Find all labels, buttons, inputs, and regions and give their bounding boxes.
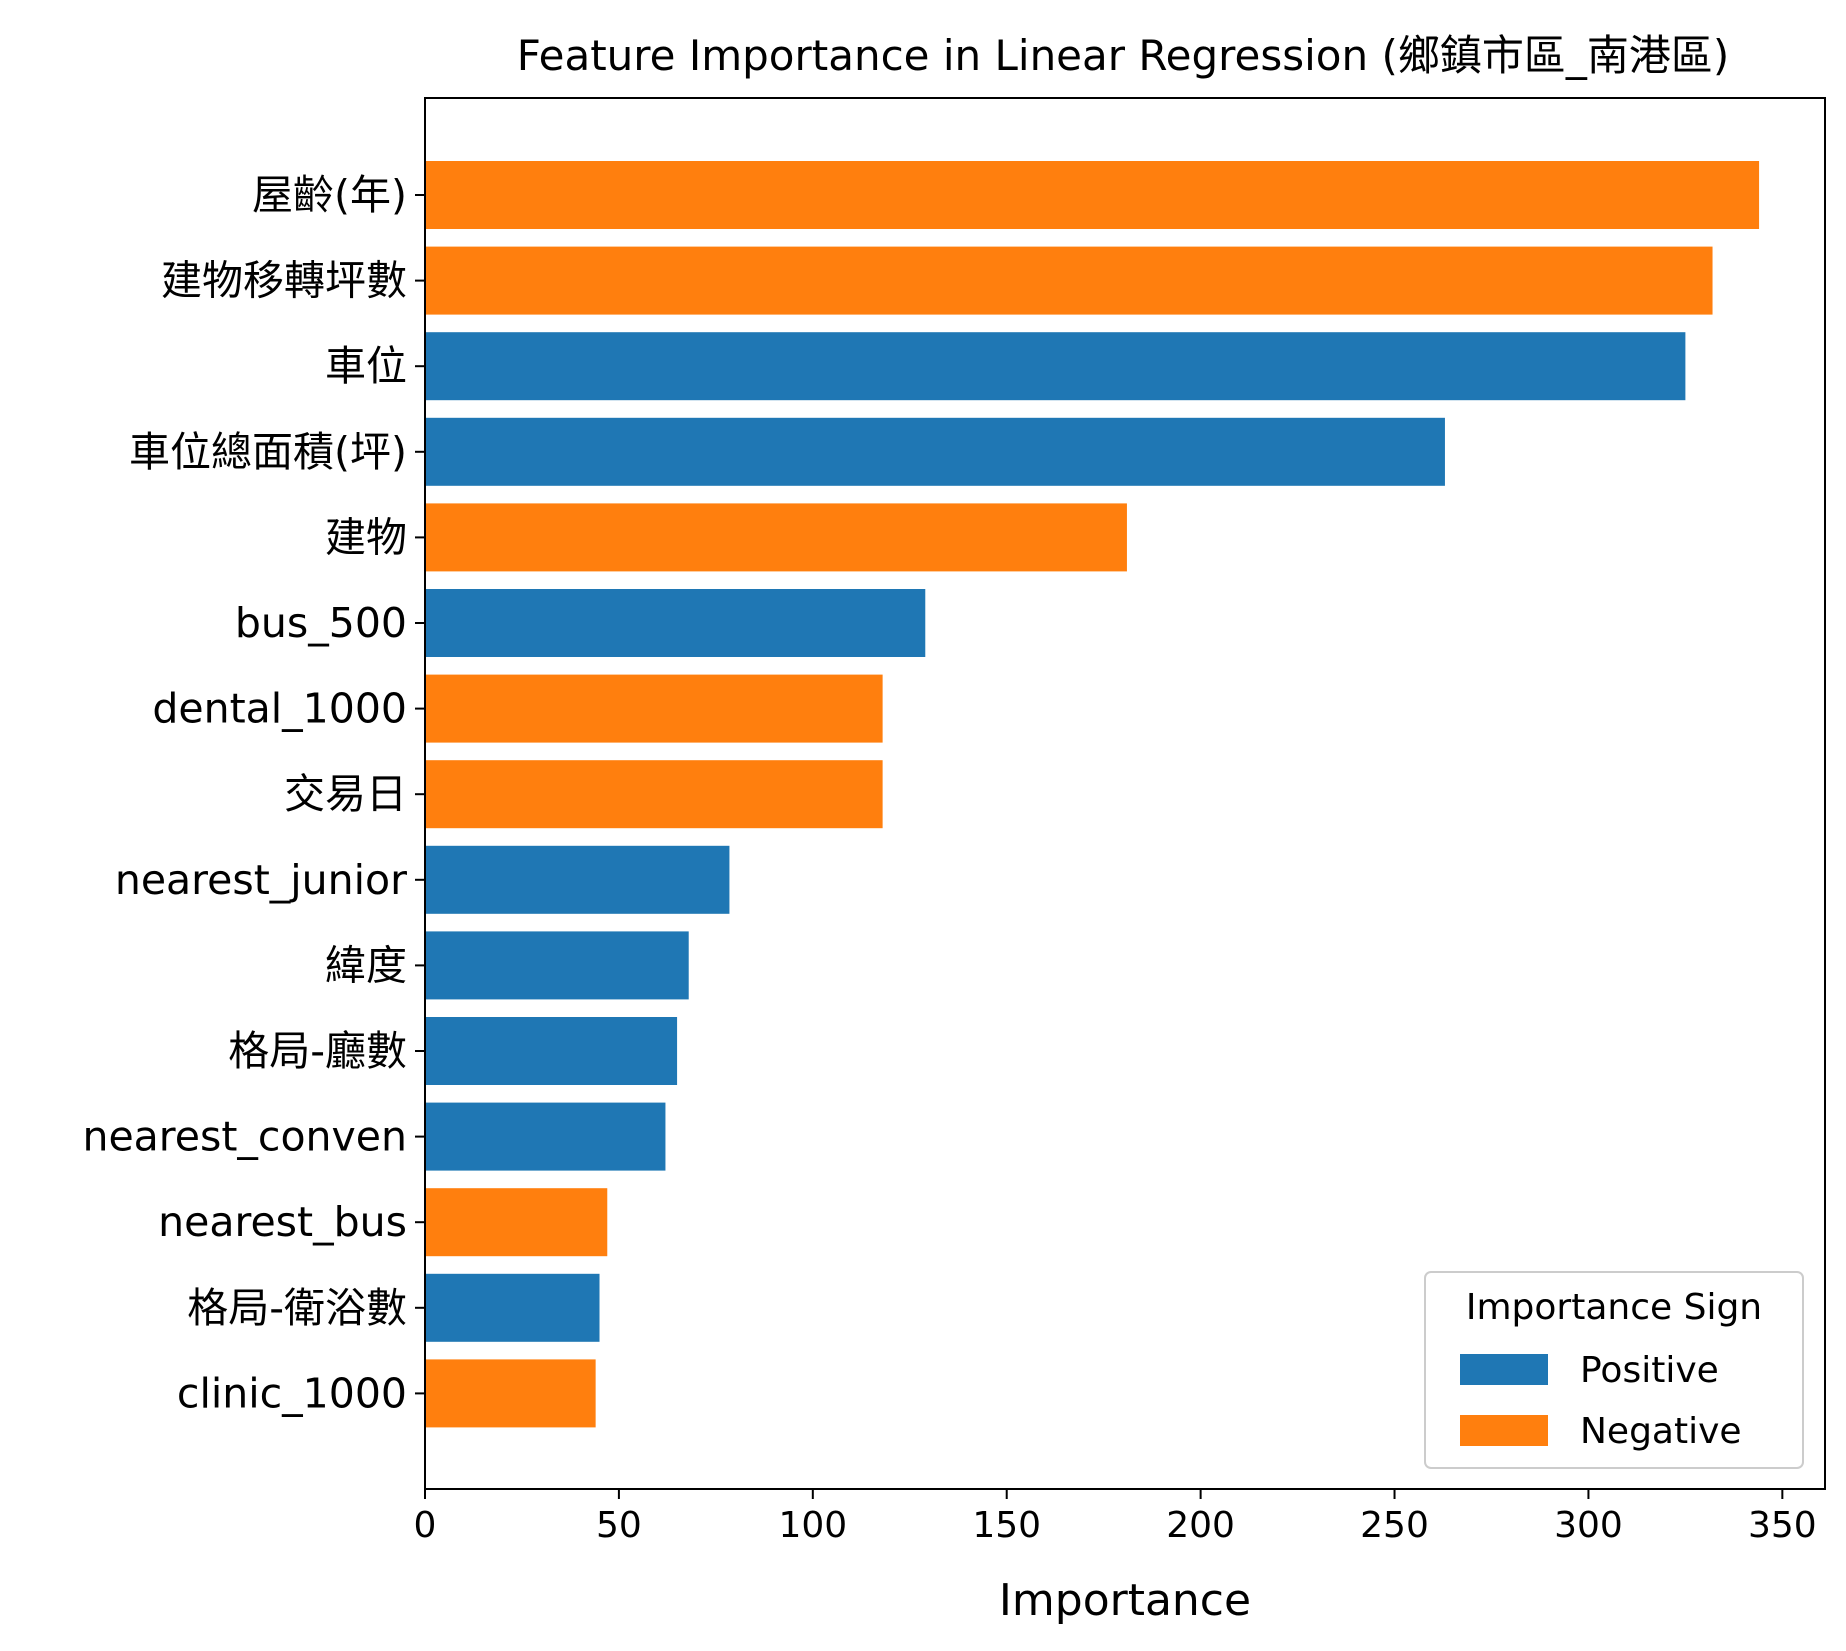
legend-label: Negative — [1580, 1411, 1742, 1452]
y-tick-label: 交易日 — [284, 770, 407, 818]
x-tick-label: 150 — [972, 1505, 1041, 1546]
y-tick-label: 屋齡(年) — [252, 171, 407, 219]
y-tick-label: clinic_1000 — [177, 1369, 407, 1417]
y-tick-label: dental_1000 — [152, 685, 407, 733]
bar — [425, 503, 1127, 572]
x-axis: 0 50 100 150 200 250 300 350 — [414, 1489, 1817, 1546]
bar — [425, 332, 1686, 401]
bar — [425, 931, 689, 1000]
bar — [425, 589, 926, 657]
bar — [425, 161, 1760, 229]
legend: Importance Sign Positive Negative — [1424, 1271, 1804, 1469]
bars — [425, 161, 1760, 1428]
x-tick-label: 100 — [778, 1505, 847, 1546]
legend-label: Positive — [1580, 1350, 1719, 1391]
bar — [425, 845, 730, 914]
legend-swatch — [1460, 1415, 1548, 1446]
y-tick-label: bus_500 — [235, 599, 407, 647]
y-tick-label: 格局-衛浴數 — [187, 1284, 407, 1332]
y-tick-label: nearest_bus — [158, 1198, 407, 1246]
x-tick-label: 50 — [596, 1505, 642, 1546]
bar — [425, 1359, 596, 1428]
legend-swatch — [1460, 1354, 1548, 1385]
bar — [425, 1273, 600, 1342]
y-tick-label: 緯度 — [325, 941, 407, 989]
bar — [425, 417, 1445, 486]
x-tick-label: 300 — [1554, 1505, 1623, 1546]
bar — [425, 1188, 608, 1257]
x-axis-label: Importance — [999, 1575, 1251, 1626]
y-tick-label: 車位 — [325, 342, 407, 390]
y-tick-label: 建物移轉坪數 — [161, 257, 407, 305]
y-tick-label: nearest_conven — [82, 1113, 407, 1161]
chart-title: Feature Importance in Linear Regression … — [517, 31, 1729, 80]
y-tick-label: nearest_junior — [115, 856, 407, 904]
bar — [425, 1102, 666, 1171]
bar — [425, 246, 1713, 315]
x-tick-label: 200 — [1166, 1505, 1235, 1546]
bar — [425, 1017, 678, 1085]
x-tick-label: 250 — [1360, 1505, 1429, 1546]
x-tick-label: 0 — [414, 1505, 437, 1546]
y-tick-label: 建物 — [325, 513, 407, 561]
plot-frame — [424, 97, 1826, 1490]
bar — [425, 760, 883, 829]
x-tick-label: 350 — [1748, 1505, 1817, 1546]
y-tick-label: 格局-廳數 — [228, 1027, 407, 1075]
legend-title: Importance Sign — [1466, 1287, 1762, 1328]
bar — [425, 674, 883, 743]
y-tick-label: 車位總面積(坪) — [129, 428, 407, 476]
